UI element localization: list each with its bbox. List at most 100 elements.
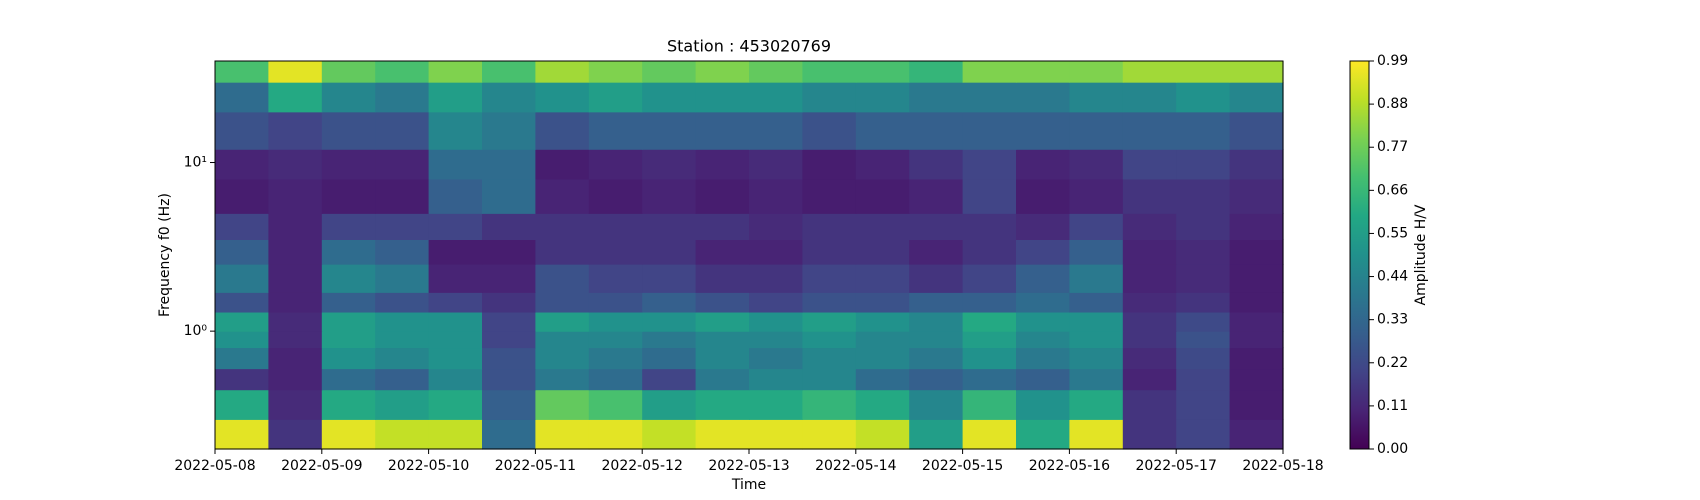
colorbar-tick-label: 0.22	[1377, 355, 1408, 371]
heatmap-cell	[1229, 368, 1284, 391]
heatmap-cell	[375, 347, 430, 370]
x-tick-label: 2022-05-09	[281, 458, 362, 474]
heatmap-cell	[642, 149, 697, 180]
heatmap-cell	[428, 149, 483, 180]
heatmap-cell	[215, 347, 269, 370]
heatmap-cell	[428, 82, 483, 113]
heatmap-cell	[642, 389, 697, 420]
heatmap-cell	[215, 239, 269, 265]
x-tick-label: 2022-05-10	[388, 458, 469, 474]
heatmap-cell	[375, 311, 430, 332]
heatmap-cell	[268, 292, 323, 313]
heatmap-cell	[375, 368, 430, 391]
heatmap-cell	[268, 61, 323, 83]
heatmap-cell	[802, 311, 857, 332]
heatmap-cell	[428, 419, 483, 450]
colorbar-label: Amplitude H/V	[1413, 204, 1429, 305]
heatmap-cell	[1016, 389, 1070, 420]
heatmap-cell	[1069, 389, 1124, 420]
heatmap-cell	[268, 368, 323, 391]
heatmap-cell	[909, 61, 964, 83]
heatmap-cell	[588, 331, 643, 349]
heatmap-cell	[802, 82, 857, 113]
heatmap-cell	[962, 419, 1017, 450]
heatmap-cell	[909, 149, 964, 180]
heatmap-cell	[695, 82, 750, 113]
heatmap-cell	[962, 264, 1017, 293]
heatmap-cell	[909, 419, 964, 450]
heatmap-cell	[588, 213, 643, 240]
heatmap-cell	[482, 264, 536, 293]
heatmap-cell	[695, 178, 750, 214]
heatmap-cell	[695, 264, 750, 293]
heatmap-cell	[268, 347, 323, 370]
heatmap-cell	[1122, 61, 1177, 83]
heatmap-cell	[695, 111, 750, 150]
colorbar-tick-label: 0.00	[1377, 441, 1408, 457]
heatmap-cell	[909, 82, 964, 113]
heatmap-cell	[695, 311, 750, 332]
heatmap-cell	[428, 264, 483, 293]
heatmap-cell	[321, 347, 376, 370]
colorbar-tick-label: 0.88	[1377, 96, 1408, 112]
heatmap-cell	[642, 264, 697, 293]
heatmap-cell	[375, 292, 430, 313]
x-axis-label: Time	[731, 477, 766, 493]
x-tick-label: 2022-05-18	[1242, 458, 1323, 474]
heatmap-cell	[215, 419, 269, 450]
heatmap-cell	[321, 111, 376, 150]
heatmap-cell	[642, 61, 697, 83]
heatmap-cell	[535, 149, 590, 180]
x-tick-label: 2022-05-08	[174, 458, 255, 474]
heatmap-cell	[588, 311, 643, 332]
heatmap-cell	[749, 347, 803, 370]
heatmap-cell	[1016, 347, 1070, 370]
heatmap-cell	[268, 311, 323, 332]
heatmap-cell	[482, 347, 536, 370]
heatmap-cell	[482, 178, 536, 214]
heatmap-cell	[321, 368, 376, 391]
heatmap-cell	[962, 178, 1017, 214]
heatmap-cell	[962, 149, 1017, 180]
y-tick-label: 10¹	[184, 155, 207, 171]
heatmap-cell	[1122, 213, 1177, 240]
heatmap-cell	[855, 61, 910, 83]
heatmap-cell	[909, 111, 964, 150]
heatmap-cell	[588, 178, 643, 214]
heatmap-cell	[1122, 82, 1177, 113]
heatmap-cell	[482, 82, 536, 113]
heatmap-cell	[1122, 178, 1177, 214]
heatmap-cell	[1016, 213, 1070, 240]
heatmap-cell	[482, 311, 536, 332]
heatmap-cell	[482, 292, 536, 313]
heatmap-cell	[482, 419, 536, 450]
heatmap-cell	[749, 111, 803, 150]
heatmap-cell	[1122, 292, 1177, 313]
heatmap-cell	[1176, 331, 1231, 349]
heatmap-cell	[962, 368, 1017, 391]
heatmap-cell	[482, 149, 536, 180]
heatmap-cell	[1069, 82, 1124, 113]
heatmap-cell	[855, 368, 910, 391]
x-tick-label: 2022-05-12	[602, 458, 683, 474]
heatmap-cell	[909, 311, 964, 332]
heatmap-cell	[802, 264, 857, 293]
heatmap-cell	[588, 389, 643, 420]
heatmap-cell	[909, 347, 964, 370]
heatmap-cell	[321, 213, 376, 240]
heatmap-cell	[1176, 311, 1231, 332]
heatmap-cell	[802, 149, 857, 180]
heatmap-cell	[375, 419, 430, 450]
heatmap-cell	[428, 368, 483, 391]
heatmap-cell	[1122, 264, 1177, 293]
heatmap-cell	[588, 264, 643, 293]
heatmap-cell	[749, 292, 803, 313]
heatmap-cell	[375, 149, 430, 180]
heatmap-cell	[428, 111, 483, 150]
heatmap-cell	[749, 239, 803, 265]
heatmap-cell	[268, 178, 323, 214]
heatmap-cell	[321, 389, 376, 420]
heatmap-cell	[749, 61, 803, 83]
heatmap-cell	[855, 111, 910, 150]
heatmap-cell	[1016, 239, 1070, 265]
